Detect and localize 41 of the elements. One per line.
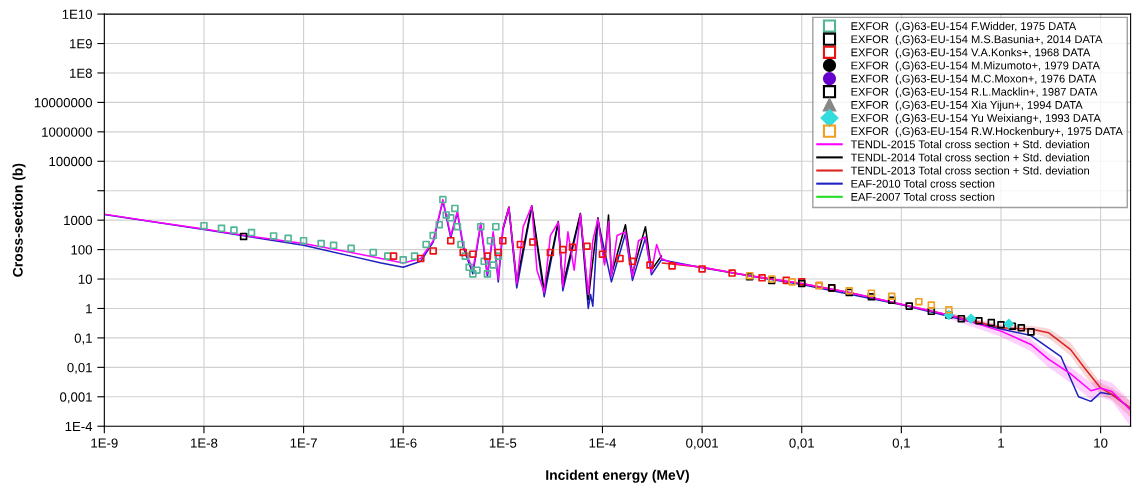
legend-label: TENDL-2015 Total cross section + Std. deviation [850,140,1089,149]
legend-label: TENDL-2013 Total cross section + Std. deviation [850,166,1089,175]
x-tick-label: 0,01 [789,438,814,450]
legend-label: EAF-2007 Total cross section [851,192,995,201]
x-tick-label: 1E-5 [489,438,517,448]
y-tick-label: 0,001 [60,392,92,404]
y-tick-label: 100 [71,245,93,255]
x-tick-label: 1E-8 [191,438,218,448]
legend-label: EAF-2010 Total cross section [851,179,995,188]
legend-label: EXFOR (,G)63-EU-154 M.Mizumoto+, 1979 DATA [851,61,1100,72]
y-tick-label: 1000000 [42,127,93,137]
x-tick-label: 0,1 [892,438,910,450]
x-tick-label: 1E-7 [290,438,317,448]
y-tick-label: 1E9 [70,39,92,49]
x-tick-label: 1E-4 [589,438,617,448]
y-tick-label: 0,01 [67,362,92,374]
legend-label: EXFOR (,G)63-EU-154 Yu Weixiang+, 1993 DATA [851,113,1101,125]
x-axis-title: Incident energy (MeV) [546,469,689,483]
x-tick-label: 10 [1094,438,1108,448]
legend-label: EXFOR (,G)63-EU-154 M.S.Basunia+, 2014 DATA [851,35,1103,46]
y-tick-label: 10 [78,274,93,284]
x-tick-label: 1E-6 [390,438,417,448]
legend-label: EXFOR (,G)63-EU-154 V.A.Konks+, 1968 DATA [851,48,1091,59]
x-tick-label: 1 [998,438,1004,448]
legend-label: EXFOR (,G)63-EU-154 R.L.Macklin+, 1987 DATA [851,87,1098,98]
y-tick-label: 100000 [49,156,93,167]
legend-label: TENDL-2014 Total cross section + Std. deviation [850,153,1089,162]
legend-label: EXFOR (,G)63-EU-154 R.W.Hockenbury+, 1975 DATA [851,126,1123,138]
x-tick-label: 0,001 [686,438,718,450]
y-tick-label: 10000000 [34,97,93,108]
y-tick-label: 1E10 [62,9,93,19]
legend-label: EXFOR (,G)63-EU-154 Xia Yijun+, 1994 DATA [851,100,1083,112]
legend-label: EXFOR (,G)63-EU-154 M.C.Moxon+, 1976 DATA [851,74,1097,85]
y-axis-title: Cross-section (b) [12,163,26,277]
y-tick-label: 0,1 [74,333,92,345]
y-tick-label: 1000 [64,215,93,226]
y-tick-label: 1 [86,304,92,314]
x-tick-label: 1E-9 [91,438,118,448]
y-tick-label: 1E-4 [65,421,93,431]
y-tick-label: 1E8 [70,68,92,78]
legend-label: EXFOR (,G)63-EU-154 F.Widder, 1975 DATA [851,21,1077,33]
